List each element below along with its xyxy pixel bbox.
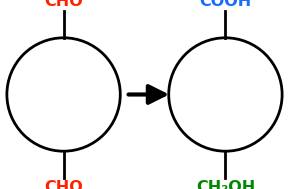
Text: COOH: COOH — [199, 0, 251, 9]
Text: CH₂OH: CH₂OH — [196, 180, 255, 189]
Text: CHO: CHO — [44, 0, 83, 9]
Text: CHO: CHO — [44, 180, 83, 189]
